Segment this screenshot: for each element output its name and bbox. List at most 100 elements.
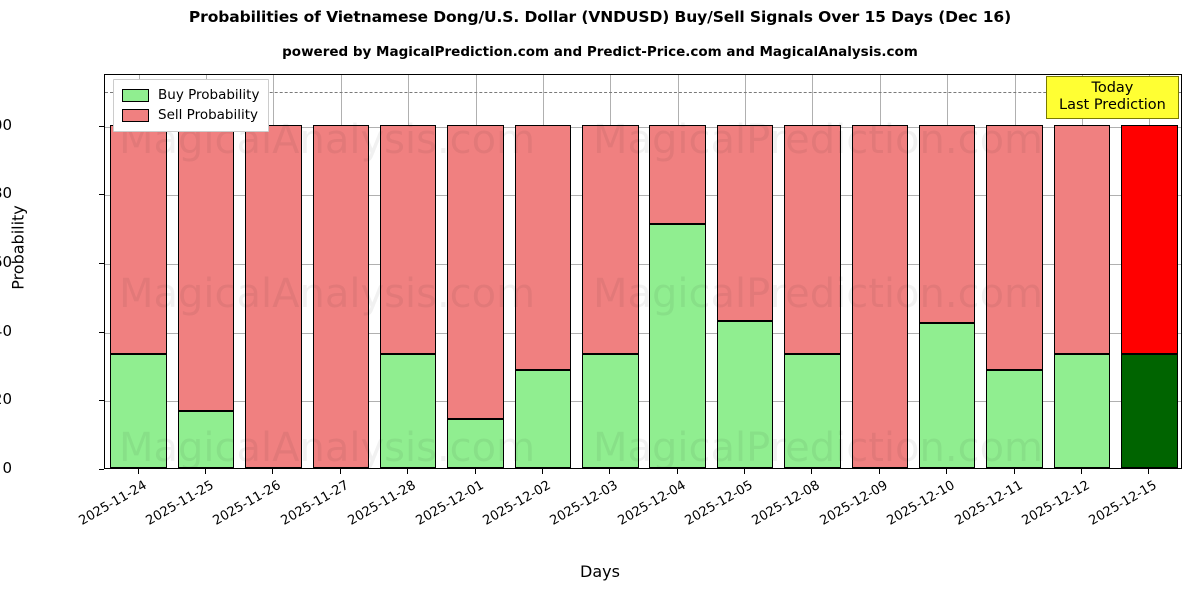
bar-segment-buy[interactable] [716, 321, 774, 468]
x-tick-mark [138, 469, 139, 474]
x-tick-label: 2025-12-10 [884, 478, 958, 529]
y-tick-mark [99, 400, 104, 402]
legend-label-buy: Buy Probability [158, 87, 260, 103]
x-tick-mark [272, 469, 273, 474]
x-tick-label: 2025-12-11 [952, 478, 1026, 529]
today-annotation-line2: Last Prediction [1059, 96, 1166, 113]
bar-segment-buy[interactable] [514, 369, 572, 468]
bar[interactable] [986, 75, 1043, 468]
bar[interactable] [851, 75, 909, 468]
bar-segment-sell[interactable] [447, 124, 504, 419]
x-tick-mark [542, 469, 543, 474]
y-tick-label: 100 [0, 115, 12, 134]
x-tick-label: 2025-12-03 [547, 478, 621, 529]
bar-segment-sell[interactable] [986, 124, 1043, 371]
gridline-horizontal [105, 332, 1181, 334]
x-tick-label: 2025-11-24 [76, 478, 150, 529]
x-tick-label: 2025-11-25 [143, 478, 217, 529]
x-tick-label: 2025-12-09 [817, 478, 891, 529]
x-tick-mark [1014, 469, 1015, 474]
legend-item-buy: Buy Probability [122, 85, 259, 105]
bar[interactable] [784, 75, 841, 468]
bar-segment-sell[interactable] [716, 124, 774, 321]
x-tick-label: 2025-11-28 [345, 478, 419, 529]
today-annotation-line1: Today [1091, 80, 1134, 96]
bar[interactable] [649, 75, 706, 468]
y-axis-label: Probability [8, 205, 28, 290]
bar[interactable] [245, 75, 302, 468]
x-tick-label: 2025-11-27 [278, 478, 352, 529]
bar-segment-buy[interactable] [1121, 353, 1178, 468]
bar-segment-buy[interactable] [582, 353, 639, 468]
bar-segment-buy[interactable] [1053, 353, 1111, 468]
chart-subtitle: powered by MagicalPrediction.com and Pre… [282, 44, 918, 60]
chart-title: Probabilities of Vietnamese Dong/U.S. Do… [188, 8, 1012, 26]
bar-segment-sell[interactable] [851, 124, 909, 468]
x-tick-label: 2025-11-26 [210, 478, 284, 529]
bar-segment-buy[interactable] [986, 370, 1043, 468]
x-axis-label: Days [580, 562, 620, 581]
bar-segment-buy[interactable] [379, 353, 437, 468]
legend-swatch-sell [122, 108, 149, 122]
x-tick-mark [609, 469, 610, 474]
x-tick-label: 2025-12-15 [1086, 478, 1160, 529]
y-tick-mark [99, 469, 104, 470]
x-tick-mark [811, 469, 812, 474]
x-tick-mark [879, 469, 880, 474]
bar[interactable] [716, 75, 774, 468]
x-tick-label: 2025-12-04 [615, 478, 689, 529]
y-tick-label: 20 [0, 390, 12, 409]
today-annotation: Today Last Prediction [1046, 76, 1179, 119]
bar-segment-sell[interactable] [110, 124, 167, 354]
x-tick-mark [1148, 469, 1149, 474]
y-tick-label: 60 [0, 252, 12, 271]
x-tick-label: 2025-12-12 [1019, 478, 1093, 529]
y-tick-mark [99, 331, 104, 333]
bar-segment-sell[interactable] [1053, 124, 1111, 354]
x-tick-mark [946, 469, 947, 474]
bar[interactable] [514, 75, 572, 468]
bar-segment-sell[interactable] [245, 124, 302, 468]
bar[interactable] [582, 75, 639, 468]
bar-segment-buy[interactable] [649, 224, 706, 468]
bar-segment-sell[interactable] [514, 124, 572, 370]
plot-area: MagicalAnalysis.com MagicalPrediction.co… [104, 74, 1182, 469]
bar-segment-sell[interactable] [379, 124, 437, 354]
legend-swatch-buy [122, 88, 149, 102]
bar-segment-buy[interactable] [918, 323, 976, 468]
bar-today[interactable] [1121, 75, 1178, 468]
bar-segment-buy[interactable] [177, 410, 235, 468]
x-tick-mark [340, 469, 341, 474]
x-tick-label: 2025-12-08 [749, 478, 823, 529]
bar-segment-sell[interactable] [1121, 124, 1178, 354]
bar[interactable] [918, 75, 976, 468]
bar[interactable] [1053, 75, 1111, 468]
bar[interactable] [110, 75, 167, 468]
x-tick-mark [475, 469, 476, 474]
bar-segment-buy[interactable] [110, 353, 167, 468]
legend-item-sell: Sell Probability [122, 105, 259, 125]
x-tick-mark [205, 469, 206, 474]
x-tick-label: 2025-12-01 [413, 478, 487, 529]
x-tick-mark [407, 469, 408, 474]
gridline-horizontal [105, 263, 1181, 265]
bar-segment-buy[interactable] [784, 353, 841, 468]
bar-segment-sell[interactable] [177, 124, 235, 411]
y-tick-label: 80 [0, 184, 12, 203]
y-tick-mark [99, 194, 104, 196]
bar-segment-sell[interactable] [312, 124, 370, 468]
x-tick-label: 2025-12-02 [480, 478, 554, 529]
bar-segment-buy[interactable] [447, 418, 504, 468]
bar-segment-sell[interactable] [582, 124, 639, 354]
chart-legend: Buy Probability Sell Probability [113, 79, 270, 132]
y-tick-label: 0 [2, 459, 12, 477]
bar[interactable] [177, 75, 235, 468]
bar[interactable] [312, 75, 370, 468]
bar[interactable] [447, 75, 504, 468]
bar-segment-sell[interactable] [784, 124, 841, 354]
bar-segment-sell[interactable] [649, 124, 706, 225]
bar-segment-sell[interactable] [918, 124, 976, 324]
y-tick-mark [99, 125, 104, 127]
bar[interactable] [379, 75, 437, 468]
